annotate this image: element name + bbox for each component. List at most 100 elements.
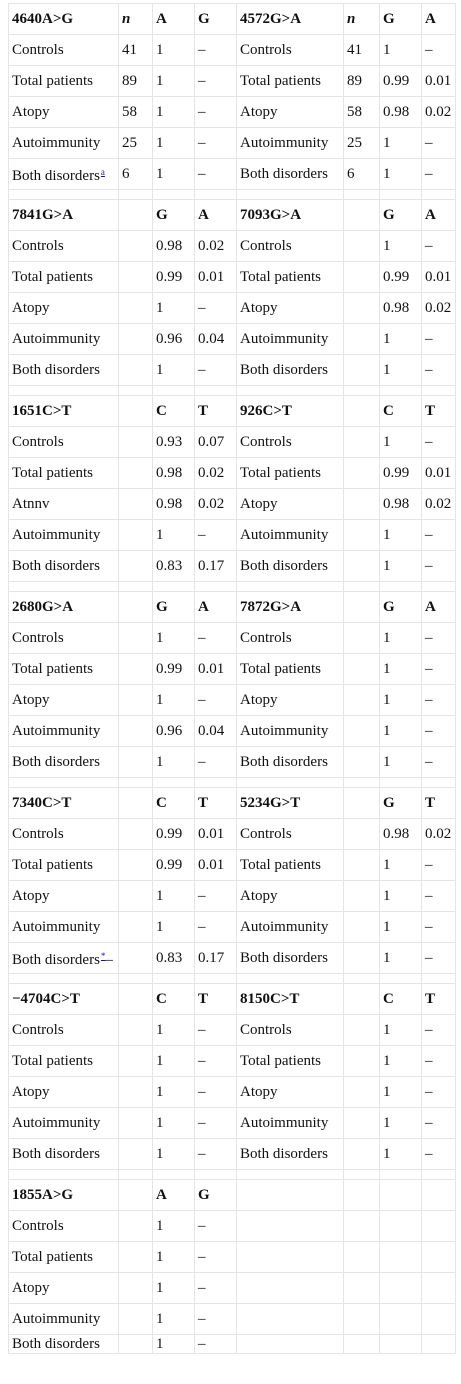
table-row: Atopy 1– Atopy 1– <box>8 1076 456 1108</box>
allele-frequency: 0.99 <box>379 261 422 293</box>
footnote-link[interactable]: a <box>100 167 105 177</box>
allele-header: A <box>194 591 237 623</box>
group-label <box>236 1272 344 1304</box>
group-label-text: Atopy <box>12 1280 50 1296</box>
allele-frequency: 0.99 <box>152 849 195 881</box>
table-row: Total patients 0.99 0.01 Total patients 1– <box>8 653 456 685</box>
allele-frequency <box>421 1210 456 1242</box>
sample-count <box>343 653 380 685</box>
allele-header: T <box>194 983 237 1015</box>
allele-header: G <box>194 3 237 35</box>
block-separator <box>8 385 456 396</box>
allele-frequency: – <box>421 34 456 66</box>
group-label: Total patients <box>8 1241 119 1273</box>
allele-frequency: – <box>421 715 456 747</box>
allele-frequency: 0.01 <box>194 849 237 881</box>
allele-frequency: 0.98 <box>379 488 422 520</box>
table-row: Autoimmunity 0.96 0.04 Autoimmunity 1– <box>8 715 456 747</box>
allele-frequency: 1 <box>379 323 422 355</box>
n-header <box>118 199 153 231</box>
group-label-text: Atopy <box>12 1084 50 1100</box>
table-row: Controls 1– Controls 1– <box>8 1014 456 1046</box>
group-label: Controls <box>8 34 119 66</box>
sample-count <box>118 818 153 850</box>
allele-frequency: – <box>421 354 456 386</box>
allele-header: G <box>379 787 422 819</box>
block-separator <box>8 1169 456 1180</box>
separator-cell <box>118 1169 153 1180</box>
group-label: Both disorders <box>8 746 119 778</box>
separator-cell <box>236 189 344 200</box>
separator-cell <box>8 385 119 396</box>
snp-header-row: 2680G>A G A 7872G>A G A <box>8 591 456 623</box>
allele-header: G <box>379 591 422 623</box>
group-label: Both disorders <box>236 158 344 190</box>
sample-count <box>118 519 153 551</box>
group-label-text: Both disorders <box>12 754 100 770</box>
table-row: Both disorders 0.83 0.17 Both disorders 1– <box>8 550 456 582</box>
sample-count <box>343 323 380 355</box>
allele-header: T <box>421 983 456 1015</box>
allele-frequency: – <box>194 127 237 159</box>
snp-header-row: −4704C>T C T 8150C>T C T <box>8 983 456 1015</box>
separator-cell <box>343 581 380 592</box>
sample-count <box>343 1014 380 1046</box>
group-label: Atopy <box>8 292 119 324</box>
table-row: Atopy 1– <box>8 1272 456 1304</box>
table-body: 4640A>G n A G 4572G>A n G A Controls 41 1– Controls… <box>8 3 456 1354</box>
allele-frequency: – <box>194 746 237 778</box>
allele-frequency: – <box>194 1334 237 1354</box>
allele-frequency: 0.98 <box>152 488 195 520</box>
group-label-text: Both disorders <box>12 168 100 184</box>
sample-count <box>118 488 153 520</box>
allele-frequency: – <box>421 1076 456 1108</box>
allele-frequency: – <box>421 323 456 355</box>
allele-header: T <box>421 787 456 819</box>
separator-cell <box>379 1169 422 1180</box>
sample-count: 6 <box>343 158 380 190</box>
group-label-text: Both disorders <box>12 1146 100 1162</box>
allele-frequency: 0.83 <box>152 942 195 974</box>
allele-frequency: 1 <box>379 622 422 654</box>
allele-frequency: – <box>194 34 237 66</box>
separator-cell <box>379 973 422 984</box>
separator-cell <box>118 189 153 200</box>
table-row: Both disorders 1– Both disorders 1– <box>8 354 456 386</box>
n-header <box>343 1179 380 1211</box>
allele-frequency: 1 <box>379 158 422 190</box>
sample-count <box>343 550 380 582</box>
allele-frequency <box>421 1241 456 1273</box>
allele-frequency: – <box>421 158 456 190</box>
group-label-text: Controls <box>12 42 64 58</box>
allele-frequency: 1 <box>379 127 422 159</box>
separator-cell <box>118 581 153 592</box>
group-label: Atopy <box>236 488 344 520</box>
group-label: Total patients <box>8 1045 119 1077</box>
group-label: Total patients <box>8 849 119 881</box>
group-label: Controls <box>236 818 344 850</box>
allele-frequency: – <box>421 1138 456 1170</box>
allele-frequency: 1 <box>379 519 422 551</box>
group-label: Atopy <box>8 880 119 912</box>
table-row: Both disorders*– 0.83 0.17 Both disorders 1– <box>8 942 456 974</box>
sample-count <box>118 457 153 489</box>
allele-frequency <box>379 1272 422 1304</box>
group-label-text: Autoimmunity <box>12 527 101 543</box>
separator-cell <box>379 777 422 788</box>
allele-frequency: 1 <box>152 1334 195 1354</box>
allele-frequency: – <box>421 519 456 551</box>
group-label: Both disorders <box>8 1334 119 1354</box>
sample-count <box>118 911 153 943</box>
group-label: Total patients <box>8 65 119 97</box>
footnote-link[interactable]: * <box>100 951 106 961</box>
group-label: Autoimmunity <box>8 1303 119 1335</box>
sample-count <box>343 622 380 654</box>
allele-header: G <box>379 199 422 231</box>
allele-frequency: – <box>421 550 456 582</box>
separator-cell <box>236 777 344 788</box>
separator-cell <box>343 973 380 984</box>
allele-header: C <box>152 395 195 427</box>
allele-frequency: 0.01 <box>421 261 456 293</box>
allele-frequency: – <box>421 230 456 262</box>
group-label: Autoimmunity <box>236 323 344 355</box>
